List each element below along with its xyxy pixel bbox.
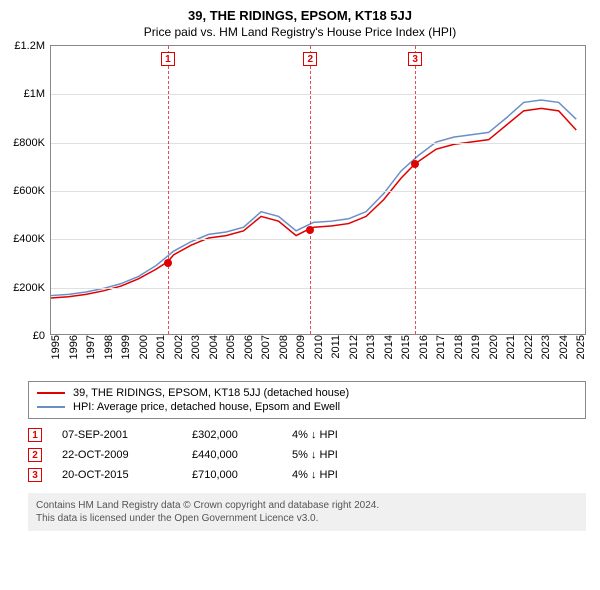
x-tick-label: 2000 (138, 335, 150, 359)
marker-dot (164, 259, 172, 267)
x-tick-label: 2020 (488, 335, 500, 359)
x-tick-label: 2012 (348, 335, 360, 359)
legend-item: 39, THE RIDINGS, EPSOM, KT18 5JJ (detach… (37, 386, 577, 400)
legend-swatch (37, 406, 65, 408)
chart-lines (51, 46, 585, 334)
x-tick-label: 2022 (523, 335, 535, 359)
x-tick-label: 2001 (155, 335, 167, 359)
x-tick-label: 2010 (313, 335, 325, 359)
x-tick-label: 2006 (243, 335, 255, 359)
x-tick-label: 2013 (365, 335, 377, 359)
x-tick-label: 2002 (173, 335, 185, 359)
record-pct: 4% ↓ HPI (292, 469, 382, 481)
x-tick-label: 2008 (278, 335, 290, 359)
legend: 39, THE RIDINGS, EPSOM, KT18 5JJ (detach… (28, 381, 586, 419)
footer-line: This data is licensed under the Open Gov… (36, 512, 578, 525)
x-tick-label: 2018 (453, 335, 465, 359)
y-tick-label: £800K (13, 137, 45, 149)
page-title: 39, THE RIDINGS, EPSOM, KT18 5JJ (0, 0, 600, 23)
x-tick-label: 2016 (418, 335, 430, 359)
x-axis: 1995 1996 1997 1998 1999 2000 2001 2002 2003 2004… (50, 335, 586, 375)
record-price: £710,000 (192, 469, 272, 481)
transaction-records: 1 07-SEP-2001 £302,000 4% ↓ HPI 2 22-OCT… (28, 425, 586, 485)
x-tick-label: 2007 (260, 335, 272, 359)
record-row: 3 20-OCT-2015 £710,000 4% ↓ HPI (28, 465, 586, 485)
x-tick-label: 2024 (558, 335, 570, 359)
y-tick-label: £600K (13, 185, 45, 197)
record-row: 1 07-SEP-2001 £302,000 4% ↓ HPI (28, 425, 586, 445)
x-tick-label: 2019 (470, 335, 482, 359)
x-tick-label: 2017 (435, 335, 447, 359)
x-tick-label: 2003 (190, 335, 202, 359)
y-tick-label: £200K (13, 282, 45, 294)
y-tick-label: £1.2M (14, 40, 45, 52)
footer-line: Contains HM Land Registry data © Crown c… (36, 499, 578, 512)
marker-number-box: 1 (161, 52, 175, 66)
x-tick-label: 1996 (68, 335, 80, 359)
marker-line (310, 46, 311, 334)
record-pct: 4% ↓ HPI (292, 429, 382, 441)
chart-area: £0£200K£400K£600K£800K£1M£1.2M 123 (50, 45, 586, 335)
legend-swatch (37, 392, 65, 394)
y-tick-label: £400K (13, 233, 45, 245)
x-tick-label: 2005 (225, 335, 237, 359)
y-axis: £0£200K£400K£600K£800K£1M£1.2M (5, 46, 49, 334)
footer-attribution: Contains HM Land Registry data © Crown c… (28, 493, 586, 531)
record-date: 22-OCT-2009 (62, 449, 172, 461)
record-marker-box: 1 (28, 428, 42, 442)
x-tick-label: 1999 (120, 335, 132, 359)
page-subtitle: Price paid vs. HM Land Registry's House … (0, 23, 600, 45)
x-tick-label: 2025 (575, 335, 587, 359)
record-date: 07-SEP-2001 (62, 429, 172, 441)
series-line-property (51, 108, 576, 298)
marker-dot (306, 226, 314, 234)
y-tick-label: £0 (33, 330, 45, 342)
series-line-hpi (51, 100, 576, 296)
x-tick-label: 2014 (383, 335, 395, 359)
marker-dot (411, 160, 419, 168)
x-tick-label: 1997 (85, 335, 97, 359)
marker-line (168, 46, 169, 334)
legend-label: HPI: Average price, detached house, Epso… (73, 401, 340, 413)
x-tick-label: 2021 (505, 335, 517, 359)
x-tick-label: 2009 (295, 335, 307, 359)
record-marker-box: 3 (28, 468, 42, 482)
record-marker-box: 2 (28, 448, 42, 462)
y-tick-label: £1M (24, 88, 45, 100)
marker-line (415, 46, 416, 334)
record-price: £302,000 (192, 429, 272, 441)
record-price: £440,000 (192, 449, 272, 461)
x-tick-label: 2004 (208, 335, 220, 359)
legend-label: 39, THE RIDINGS, EPSOM, KT18 5JJ (detach… (73, 387, 349, 399)
x-tick-label: 1998 (103, 335, 115, 359)
x-tick-label: 1995 (50, 335, 62, 359)
x-tick-label: 2023 (540, 335, 552, 359)
chart-plot: £0£200K£400K£600K£800K£1M£1.2M 123 (50, 45, 586, 335)
record-date: 20-OCT-2015 (62, 469, 172, 481)
marker-number-box: 3 (408, 52, 422, 66)
legend-item: HPI: Average price, detached house, Epso… (37, 400, 577, 414)
record-pct: 5% ↓ HPI (292, 449, 382, 461)
x-tick-label: 2011 (330, 335, 342, 359)
record-row: 2 22-OCT-2009 £440,000 5% ↓ HPI (28, 445, 586, 465)
x-tick-label: 2015 (400, 335, 412, 359)
marker-number-box: 2 (303, 52, 317, 66)
